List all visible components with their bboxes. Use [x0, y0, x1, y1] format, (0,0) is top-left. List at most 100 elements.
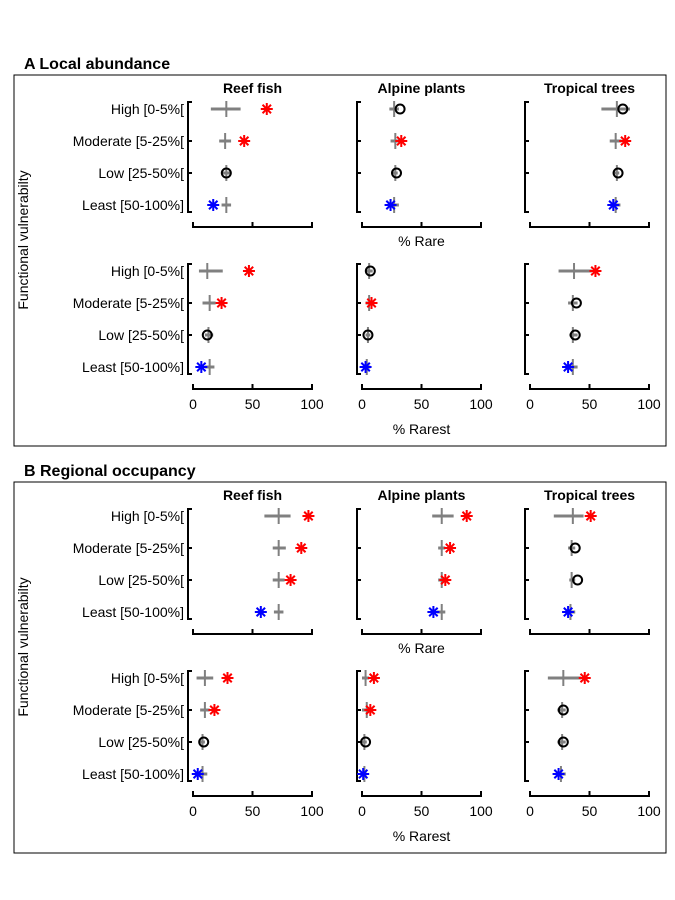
observed-asterisk-higher — [295, 542, 308, 554]
observed-marker — [201, 329, 213, 341]
observed-marker — [557, 704, 569, 716]
asterisk-stroke — [620, 136, 631, 146]
panel-b: B Regional occupancy Functional vulnerabi… — [13, 463, 667, 854]
column-title: Alpine plants — [378, 80, 466, 96]
x-axis — [529, 384, 650, 390]
subplot — [356, 508, 482, 635]
x-tick-label: 0 — [526, 396, 534, 412]
asterisk-stroke — [239, 136, 250, 146]
subplot: 0 50 100 — [356, 263, 493, 412]
observed-asterisk-higher — [364, 704, 377, 716]
category-label: Low [25-50%[ — [98, 572, 184, 588]
x-tick-label: 100 — [469, 803, 493, 819]
observed-asterisk-higher — [242, 265, 255, 277]
asterisk-stroke — [563, 607, 574, 617]
asterisk-stroke — [255, 607, 266, 617]
observed-asterisk-lower — [357, 768, 370, 780]
x-tick-label: 100 — [300, 803, 324, 819]
subplot — [524, 101, 650, 228]
y-axis — [356, 263, 361, 375]
column-title: Alpine plants — [378, 487, 466, 503]
subplot: 0 50 100 — [524, 263, 661, 412]
observed-marker — [220, 167, 232, 179]
x-tick-label: 50 — [245, 396, 261, 412]
y-axis — [524, 508, 529, 620]
asterisk-stroke — [303, 511, 314, 521]
observed-asterisk-lower — [359, 361, 372, 373]
x-axis — [192, 384, 313, 390]
y-axis — [524, 263, 529, 375]
observed-marker — [391, 167, 403, 179]
asterisk-stroke — [358, 769, 369, 779]
x-axis — [361, 384, 482, 390]
asterisk-stroke — [360, 362, 371, 372]
asterisk-stroke — [192, 769, 203, 779]
x-tick-label: 0 — [189, 803, 197, 819]
asterisk-stroke — [366, 298, 377, 308]
asterisk-stroke — [563, 362, 574, 372]
category-label: High [0-5%[ — [111, 508, 184, 524]
y-axis — [356, 101, 361, 213]
observed-asterisk-lower — [254, 606, 267, 618]
asterisk-stroke — [208, 200, 219, 210]
observed-asterisk-higher — [444, 542, 457, 554]
asterisk-stroke — [590, 266, 601, 276]
observed-marker — [569, 329, 581, 341]
observed-asterisk-lower — [427, 606, 440, 618]
observed-marker — [557, 736, 569, 748]
x-tick-label: 100 — [637, 803, 661, 819]
y-axis — [187, 508, 192, 620]
x-axis — [361, 629, 482, 635]
y-axis-label: Functional vulnerabilty — [15, 577, 31, 716]
category-label: Least [50-100%] — [82, 197, 184, 213]
asterisk-stroke — [222, 673, 233, 683]
asterisk-stroke — [428, 607, 439, 617]
asterisk-stroke — [440, 575, 451, 585]
observed-marker — [617, 103, 629, 115]
observed-asterisk-higher — [589, 265, 602, 277]
observed-asterisk-higher — [284, 574, 297, 586]
column-title: Reef fish — [223, 80, 282, 96]
asterisk-stroke — [261, 104, 272, 114]
observed-asterisk-higher — [367, 672, 380, 684]
subplot: 0 50 100 — [524, 670, 661, 819]
category-label: High [0-5%[ — [111, 670, 184, 686]
observed-asterisk-higher — [215, 297, 228, 309]
x-tick-label: 50 — [582, 803, 598, 819]
observed-asterisk-higher — [208, 704, 221, 716]
x-tick-label: 0 — [358, 396, 366, 412]
y-axis — [187, 670, 192, 782]
x-axis — [192, 222, 313, 228]
observed-asterisk-higher — [619, 135, 632, 147]
x-tick-label: 0 — [189, 396, 197, 412]
panel-frame — [13, 481, 667, 854]
x-axis-label: % Rare — [398, 640, 445, 656]
observed-asterisk-lower — [562, 606, 575, 618]
asterisk-stroke — [365, 705, 376, 715]
x-axis — [192, 791, 313, 797]
panel-frame — [13, 74, 667, 447]
asterisk-stroke — [553, 769, 564, 779]
x-tick-label: 0 — [526, 803, 534, 819]
category-label: High [0-5%[ — [111, 263, 184, 279]
observed-marker — [364, 265, 376, 277]
category-label: Moderate [5-25%[ — [73, 133, 184, 149]
x-tick-label: 100 — [469, 396, 493, 412]
x-tick-label: 50 — [414, 803, 430, 819]
observed-asterisk-higher — [302, 510, 315, 522]
category-label: Moderate [5-25%[ — [73, 702, 184, 718]
asterisk-stroke — [368, 673, 379, 683]
observed-asterisk-lower — [552, 768, 565, 780]
x-axis — [361, 791, 482, 797]
asterisk-stroke — [385, 200, 396, 210]
x-axis — [529, 629, 650, 635]
observed-asterisk-lower — [562, 361, 575, 373]
observed-asterisk-lower — [191, 768, 204, 780]
asterisk-stroke — [216, 298, 227, 308]
subplot — [187, 101, 313, 228]
x-axis-label: % Rarest — [393, 421, 451, 437]
observed-marker — [570, 297, 582, 309]
observed-asterisk-higher — [439, 574, 452, 586]
x-axis — [529, 222, 650, 228]
asterisk-stroke — [285, 575, 296, 585]
